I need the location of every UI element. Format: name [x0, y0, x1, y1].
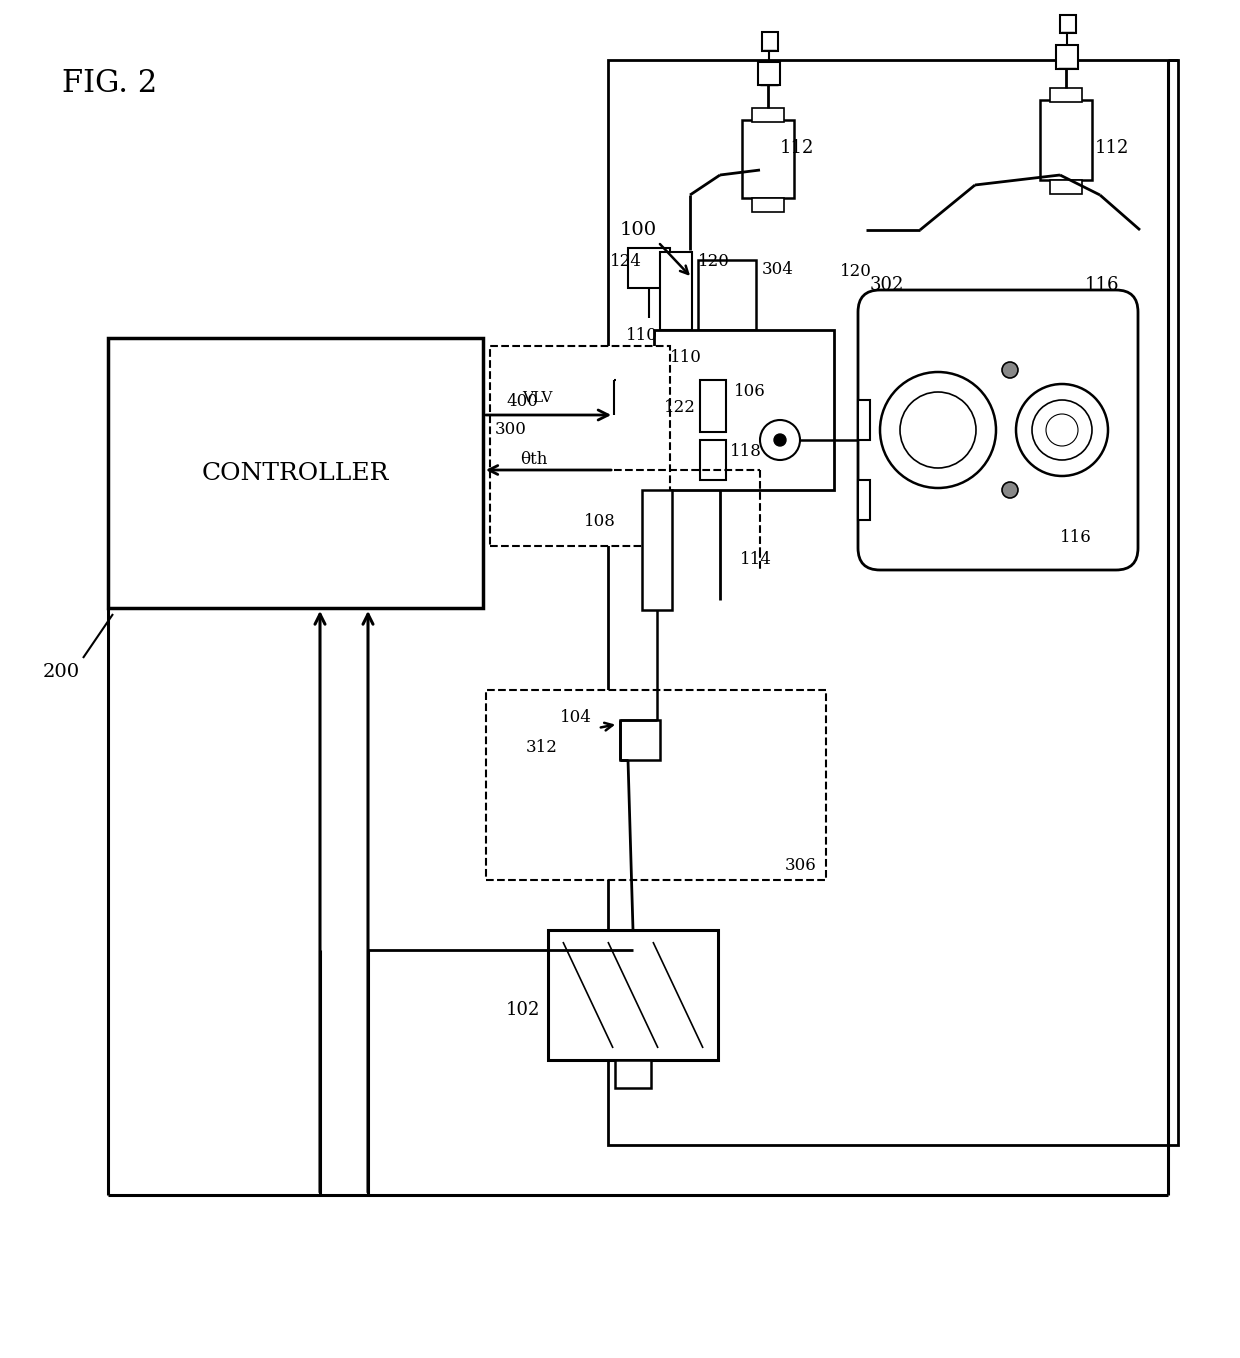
- Bar: [616, 416, 663, 470]
- Bar: [627, 249, 670, 288]
- Bar: [701, 440, 725, 479]
- Bar: [858, 401, 870, 440]
- Bar: [490, 346, 670, 546]
- Circle shape: [622, 413, 657, 447]
- Text: 200: 200: [43, 663, 81, 680]
- Text: 116: 116: [1060, 530, 1091, 546]
- Circle shape: [622, 363, 657, 397]
- Text: 110: 110: [670, 349, 702, 367]
- Circle shape: [774, 435, 786, 445]
- Bar: [615, 1061, 651, 1088]
- Bar: [653, 330, 835, 490]
- Bar: [108, 338, 484, 608]
- Text: 112: 112: [780, 139, 815, 158]
- Text: CONTROLLER: CONTROLLER: [201, 462, 388, 485]
- Bar: [751, 109, 784, 122]
- Bar: [763, 33, 777, 52]
- Text: 120: 120: [698, 254, 730, 270]
- Text: 108: 108: [584, 513, 616, 531]
- Bar: [698, 259, 756, 330]
- Bar: [616, 356, 663, 410]
- Circle shape: [1002, 363, 1018, 378]
- Bar: [1056, 45, 1078, 69]
- Text: θth: θth: [520, 451, 547, 469]
- Circle shape: [1002, 482, 1018, 498]
- Text: 112: 112: [1095, 139, 1130, 158]
- Circle shape: [880, 372, 996, 488]
- Text: 114: 114: [740, 551, 771, 569]
- Circle shape: [614, 403, 666, 456]
- Text: 118: 118: [730, 444, 761, 460]
- Bar: [758, 62, 780, 86]
- Text: 122: 122: [663, 399, 696, 417]
- Circle shape: [1016, 384, 1109, 477]
- Text: 120: 120: [839, 263, 872, 281]
- Text: 110: 110: [626, 326, 658, 344]
- Bar: [701, 380, 725, 432]
- Bar: [858, 479, 870, 520]
- Text: 302: 302: [870, 276, 904, 293]
- Text: 102: 102: [506, 1001, 539, 1018]
- Bar: [642, 490, 672, 610]
- Circle shape: [760, 420, 800, 460]
- FancyBboxPatch shape: [858, 291, 1138, 570]
- Bar: [742, 120, 794, 198]
- Bar: [751, 198, 784, 212]
- Text: 312: 312: [526, 740, 558, 756]
- Bar: [660, 253, 692, 330]
- Bar: [1040, 100, 1092, 181]
- Text: 104: 104: [560, 709, 591, 727]
- Text: 116: 116: [1085, 276, 1120, 293]
- Text: 400: 400: [506, 394, 538, 410]
- Circle shape: [1032, 401, 1092, 460]
- Circle shape: [614, 354, 666, 406]
- Bar: [608, 60, 1178, 1145]
- Circle shape: [1047, 414, 1078, 445]
- Text: VLV: VLV: [522, 391, 552, 405]
- Bar: [1050, 88, 1083, 102]
- Bar: [486, 690, 826, 880]
- Text: 300: 300: [495, 421, 527, 439]
- Text: 306: 306: [784, 857, 816, 873]
- Text: 304: 304: [763, 262, 794, 278]
- Bar: [548, 930, 718, 1061]
- Bar: [620, 720, 660, 760]
- Text: 124: 124: [610, 254, 642, 270]
- Text: 106: 106: [734, 383, 766, 401]
- Bar: [1060, 15, 1076, 33]
- Bar: [1050, 181, 1083, 194]
- Text: FIG. 2: FIG. 2: [62, 68, 157, 99]
- Text: 100: 100: [620, 221, 656, 239]
- Circle shape: [900, 392, 976, 469]
